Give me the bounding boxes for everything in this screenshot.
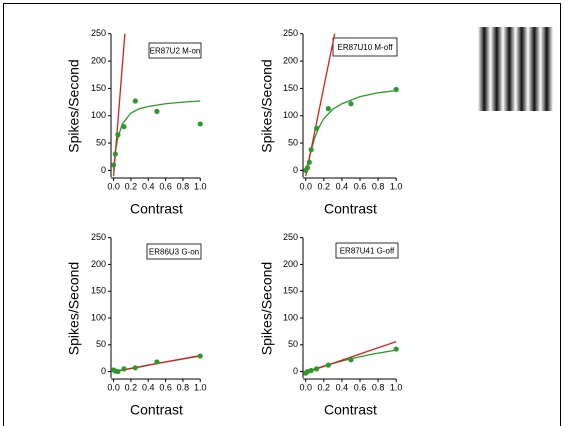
x-tick-label: 1.0	[390, 181, 403, 191]
x-tick-label: 0.4	[142, 181, 155, 191]
y-tick-label: 100	[91, 110, 106, 120]
y-tick-label: 200	[91, 259, 106, 269]
data-point	[394, 87, 399, 92]
x-axis-label: Contrast	[130, 201, 183, 217]
y-axis-label: Spikes/Second	[66, 59, 82, 152]
data-point	[305, 165, 310, 170]
page: {"chart_data": [ {"type": "scatter", "ti…	[0, 0, 565, 426]
y-tick-label: 250	[91, 232, 106, 242]
data-point	[314, 366, 319, 371]
panel: 0 50 100 150 200 250 0.0 0.2 0.4 0.6 0.8 1.0 Contras…	[66, 28, 207, 217]
plot-area	[111, 353, 203, 374]
y-tick-label: 200	[91, 55, 106, 65]
y-tick-label: 150	[283, 286, 298, 296]
y-tick-label: 250	[91, 28, 106, 38]
panel: 0 50 100 150 200 250 0.0 0.2 0.4 0.6 0.8 1.0 Contras…	[259, 28, 403, 217]
data-point	[113, 151, 118, 156]
x-tick-label: 0.4	[336, 382, 349, 392]
x-tick-label: 0.8	[177, 382, 190, 392]
x-tick-label: 0.0	[299, 181, 312, 191]
data-point	[115, 132, 120, 137]
y-tick-label: 150	[283, 83, 298, 93]
data-point	[133, 365, 138, 370]
x-tick-label: 0.0	[107, 382, 120, 392]
unit-label: ER87U2 M-on	[150, 47, 201, 56]
x-tick-label: 0.8	[177, 181, 190, 191]
panel: 0 50 100 150 200 250 0.0 0.2 0.4 0.6 0.8 1.0 Contras…	[66, 232, 207, 418]
x-tick-label: 0.6	[159, 382, 172, 392]
y-tick-label: 150	[91, 83, 106, 93]
x-tick-label: 0.0	[299, 382, 312, 392]
x-tick-label: 0.2	[318, 382, 331, 392]
data-point	[154, 359, 159, 364]
y-tick-label: 200	[283, 55, 298, 65]
y-tick-label: 0	[101, 366, 106, 376]
y-tick-label: 250	[283, 232, 298, 242]
x-axis-label: Contrast	[324, 402, 377, 418]
x-axis-label: Contrast	[324, 201, 377, 217]
x-tick-label: 0.2	[125, 382, 138, 392]
data-point	[394, 346, 399, 351]
fit-line	[306, 342, 396, 373]
data-point	[307, 160, 312, 165]
y-tick-label: 150	[91, 286, 106, 296]
data-point	[326, 106, 331, 111]
y-tick-label: 50	[288, 137, 298, 147]
y-tick-label: 50	[288, 339, 298, 349]
x-tick-label: 0.6	[354, 181, 367, 191]
y-tick-label: 100	[283, 110, 298, 120]
x-tick-label: 0.4	[336, 181, 349, 191]
data-point	[198, 121, 203, 126]
y-tick-label: 100	[91, 312, 106, 322]
x-tick-label: 0.0	[107, 181, 120, 191]
y-tick-label: 0	[293, 165, 298, 175]
x-tick-label: 0.2	[318, 181, 331, 191]
y-tick-label: 0	[293, 366, 298, 376]
x-tick-label: 0.4	[142, 382, 155, 392]
unit-label: ER87U10 M-off	[338, 43, 394, 52]
data-point	[309, 368, 314, 373]
x-tick-label: 0.8	[372, 181, 385, 191]
x-tick-label: 1.0	[390, 382, 403, 392]
figure: 0 50 100 150 200 250 0.0 0.2 0.4 0.6 0.8 1.0 Contras…	[0, 0, 565, 426]
unit-label: ER87U41 G-off	[340, 247, 395, 256]
unit-label: ER86U3 G-on	[149, 248, 199, 257]
y-tick-label: 50	[96, 339, 106, 349]
x-tick-label: 0.8	[372, 382, 385, 392]
y-tick-label: 100	[283, 312, 298, 322]
y-tick-label: 200	[283, 259, 298, 269]
x-tick-label: 0.6	[159, 181, 172, 191]
frame	[4, 4, 561, 426]
data-point	[314, 126, 319, 131]
panel: 0 50 100 150 200 250 0.0 0.2 0.4 0.6 0.8 1.0 Contras…	[259, 232, 403, 418]
grating-stimulus	[478, 27, 553, 111]
plot-area	[303, 342, 399, 376]
data-point	[121, 124, 126, 129]
x-tick-label: 0.6	[354, 382, 367, 392]
x-tick-label: 1.0	[194, 382, 207, 392]
fit-line	[306, 34, 335, 176]
y-tick-label: 50	[96, 137, 106, 147]
data-point	[348, 357, 353, 362]
x-tick-label: 1.0	[194, 181, 207, 191]
data-point	[115, 369, 120, 374]
y-tick-label: 0	[101, 165, 106, 175]
data-point	[154, 109, 159, 114]
x-tick-label: 0.2	[125, 181, 138, 191]
x-axis-label: Contrast	[130, 402, 183, 418]
y-axis-label: Spikes/Second	[66, 262, 82, 355]
data-point	[326, 363, 331, 368]
y-axis-label: Spikes/Second	[259, 59, 275, 152]
data-point	[348, 101, 353, 106]
data-point	[111, 162, 116, 167]
data-point	[133, 98, 138, 103]
data-point	[198, 353, 203, 358]
y-axis-label: Spikes/Second	[259, 262, 275, 355]
data-point	[309, 147, 314, 152]
data-point	[121, 366, 126, 371]
y-tick-label: 250	[283, 28, 298, 38]
